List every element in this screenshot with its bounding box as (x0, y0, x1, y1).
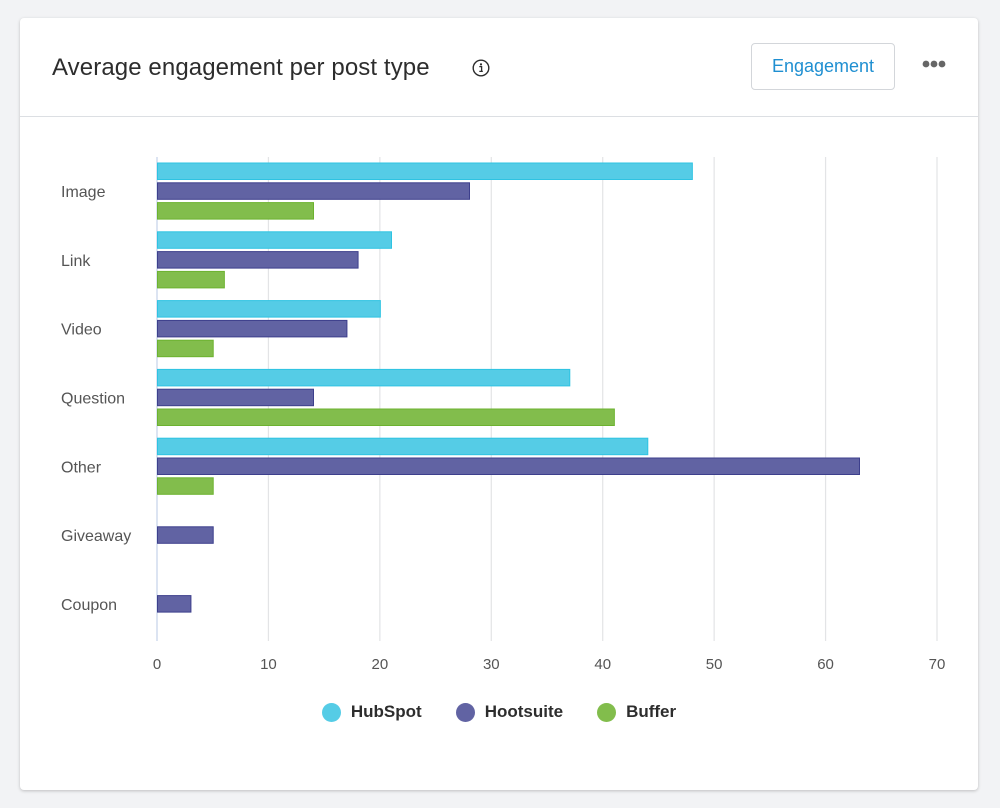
bar-hootsuite-link (157, 251, 359, 269)
bar-hootsuite-coupon (157, 595, 192, 613)
x-tick-label: 0 (153, 656, 161, 673)
card-header: Average engagement per post type Engagem… (20, 18, 978, 117)
bar-buffer-link (157, 270, 225, 289)
x-tick-label: 30 (483, 656, 500, 673)
x-tick-label: 10 (260, 656, 277, 673)
legend-label: Hootsuite (484, 702, 564, 721)
category-label: Link (61, 253, 91, 270)
bar-hootsuite-video (157, 319, 348, 338)
bar-hubspot-video (157, 300, 381, 318)
legend-item-hootsuite[interactable]: Hootsuite (455, 702, 564, 722)
category-label: Giveaway (61, 528, 131, 545)
x-tick-label: 70 (929, 656, 946, 673)
info-circle-icon[interactable] (472, 59, 490, 77)
category-label: Other (61, 459, 102, 476)
bar-buffer-question (157, 408, 615, 426)
category-label: Question (61, 390, 125, 407)
more-horizontal-icon[interactable] (920, 56, 948, 72)
bar-buffer-image (157, 202, 314, 220)
card-title: Average engagement per post type (52, 54, 430, 81)
bar-hubspot-link (157, 231, 392, 249)
legend-item-hubspot[interactable]: HubSpot (321, 702, 422, 722)
engagement-card: Average engagement per post type Engagem… (20, 18, 978, 790)
bar-hootsuite-giveaway (157, 526, 214, 544)
bar-hubspot-question (157, 368, 571, 387)
bar-buffer-other (157, 477, 214, 495)
legend-dot-icon (321, 702, 341, 722)
bar-hubspot-other (157, 437, 649, 456)
chart-legend: HubSpot Hootsuite Buffer (20, 702, 978, 722)
category-label: Video (61, 322, 102, 339)
legend-label: HubSpot (350, 702, 422, 721)
legend-dot-icon (597, 702, 617, 722)
x-tick-label: 50 (706, 656, 723, 673)
bar-hubspot-image (157, 162, 693, 180)
legend-item-buffer[interactable]: Buffer (597, 702, 676, 722)
x-tick-label: 60 (817, 656, 834, 673)
bar-buffer-video (157, 339, 214, 358)
category-label: Image (61, 184, 106, 201)
x-tick-label: 20 (372, 656, 389, 673)
bar-hootsuite-question (157, 388, 314, 407)
bar-hootsuite-image (157, 182, 470, 200)
x-tick-label: 40 (594, 656, 611, 673)
bar-hootsuite-other (157, 457, 860, 475)
category-label: Coupon (61, 597, 117, 614)
legend-label: Buffer (626, 702, 677, 721)
legend-dot-icon (455, 702, 475, 722)
bar-chart: 0 10 20 30 40 50 60 70 Image Link Video Question Oth… (61, 157, 946, 673)
metric-select-button[interactable]: Engagement (751, 43, 895, 90)
